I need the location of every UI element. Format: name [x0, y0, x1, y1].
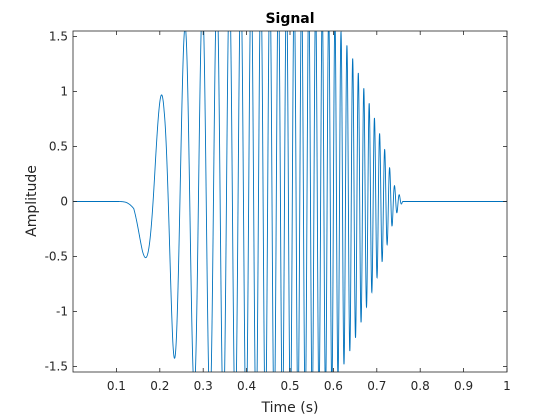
- axis-ticks: [73, 31, 508, 372]
- x-tick-label: 0.6: [324, 379, 343, 393]
- y-tick-label: 1: [60, 85, 68, 99]
- y-tick-label: 0.5: [49, 140, 68, 154]
- x-tick-label: 0.8: [411, 379, 430, 393]
- x-tick-label: 1: [503, 379, 511, 393]
- x-tick-label: 0.7: [367, 379, 386, 393]
- y-tick-label: -1: [56, 305, 68, 319]
- y-tick-label: -1.5: [45, 360, 68, 374]
- x-tick-label: 0.5: [280, 379, 299, 393]
- signal-line: [73, 31, 507, 372]
- y-tick-label: 0: [60, 195, 68, 209]
- plot-area: [73, 31, 507, 372]
- tick-labels: 0.1 0.2 0.3 0.4 0.5 0.6 0.7 0.8 0.9 1 -1.5 -1 -0.5 0 0…: [45, 30, 511, 394]
- chart-title: Signal: [265, 11, 314, 27]
- x-axis-label: Time (s): [261, 400, 319, 416]
- y-axis-label: Amplitude: [24, 165, 40, 237]
- x-tick-label: 0.1: [107, 379, 126, 393]
- y-tick-label: -0.5: [45, 250, 68, 264]
- x-tick-label: 0.2: [150, 379, 169, 393]
- x-tick-label: 0.9: [454, 379, 473, 393]
- y-tick-label: 1.5: [49, 30, 68, 44]
- x-tick-label: 0.4: [237, 379, 256, 393]
- x-tick-label: 0.3: [194, 379, 213, 393]
